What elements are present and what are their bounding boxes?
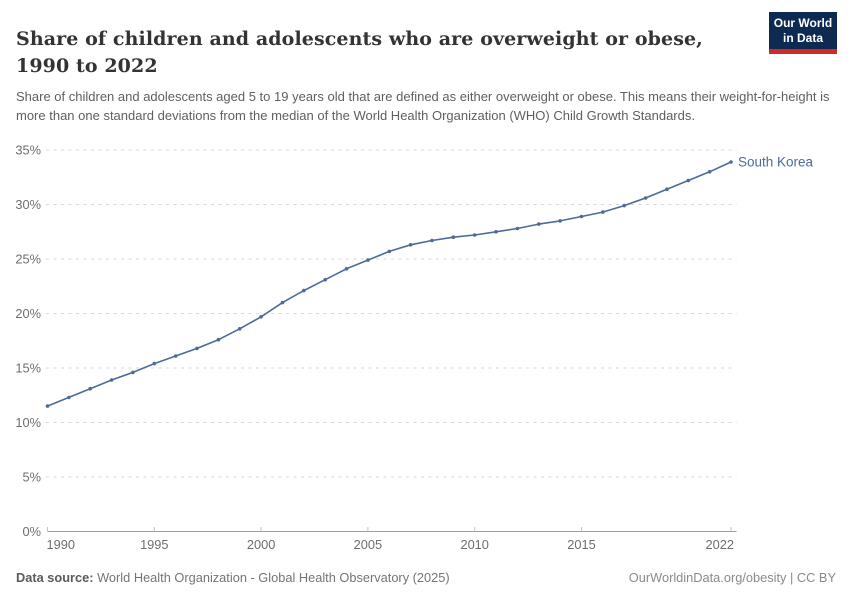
x-axis-tick-label: 1990 (47, 537, 75, 552)
y-axis-tick-label: 15% (15, 360, 41, 375)
data-point[interactable] (109, 378, 114, 382)
data-line[interactable] (46, 161, 732, 407)
data-point[interactable] (494, 230, 498, 234)
data-point[interactable] (707, 170, 712, 174)
data-point[interactable] (216, 337, 221, 342)
data-point[interactable] (67, 395, 71, 400)
x-axis-tick-label: 2010 (460, 537, 488, 552)
series-end-label[interactable]: South Korea (738, 154, 814, 169)
owid-logo-line1: Our World (773, 16, 833, 30)
owid-logo[interactable]: Our World in Data (769, 12, 837, 54)
data-point[interactable] (152, 361, 157, 366)
data-point[interactable] (686, 178, 691, 183)
data-point[interactable] (259, 315, 263, 319)
data-point[interactable] (665, 187, 669, 191)
data-point[interactable] (387, 249, 392, 254)
data-point[interactable] (601, 210, 605, 214)
attribution-link[interactable]: OurWorldinData.org/obesity | CC BY (628, 570, 836, 585)
y-axis-tick-label: 0% (23, 524, 42, 539)
chart-subtitle: Share of children and adolescents aged 5… (16, 89, 830, 123)
data-point[interactable] (88, 386, 92, 391)
y-axis-tick-label: 5% (23, 469, 42, 484)
data-point[interactable] (195, 346, 199, 351)
y-axis-tick-label: 20% (15, 306, 41, 321)
data-point[interactable] (537, 222, 541, 226)
data-point[interactable] (579, 214, 584, 219)
chart-footer: Data source: World Health Organization -… (16, 570, 836, 585)
data-point[interactable] (131, 370, 135, 375)
owid-logo-line2: in Data (782, 31, 823, 45)
chart-title: Share of children and adolescents who ar… (16, 27, 703, 77)
data-source-value: World Health Organization - Global Healt… (93, 570, 450, 585)
data-point[interactable] (643, 196, 648, 200)
data-point[interactable] (323, 277, 328, 282)
data-source[interactable]: Data source: World Health Organization -… (16, 570, 450, 585)
data-point[interactable] (472, 233, 477, 237)
data-point[interactable] (45, 404, 50, 408)
data-point[interactable] (558, 219, 562, 223)
data-point[interactable] (515, 226, 520, 231)
data-point[interactable] (408, 243, 413, 247)
x-axis-tick-label: 2015 (567, 537, 595, 552)
data-point[interactable] (430, 238, 434, 243)
data-point[interactable] (622, 203, 626, 208)
data-source-label: Data source: (16, 570, 94, 585)
data-point[interactable] (173, 354, 178, 358)
y-axis-tick-label: 10% (15, 415, 41, 430)
data-point[interactable] (302, 288, 306, 293)
x-axis-tick-label: 2005 (354, 537, 382, 552)
y-axis-tick-label: 25% (15, 251, 41, 266)
x-axis-tick-label: 2000 (247, 537, 275, 552)
y-axis-tick-label: 35% (15, 142, 41, 157)
data-point[interactable] (280, 300, 285, 305)
data-point[interactable] (366, 258, 370, 262)
data-point[interactable] (237, 327, 242, 331)
data-point[interactable] (451, 235, 456, 239)
data-point[interactable] (344, 267, 349, 271)
y-axis-tick-label: 30% (15, 197, 41, 212)
x-axis-tick-label: 1995 (140, 537, 168, 552)
data-point[interactable] (729, 160, 733, 164)
x-axis-tick-label: 2022 (706, 537, 734, 552)
